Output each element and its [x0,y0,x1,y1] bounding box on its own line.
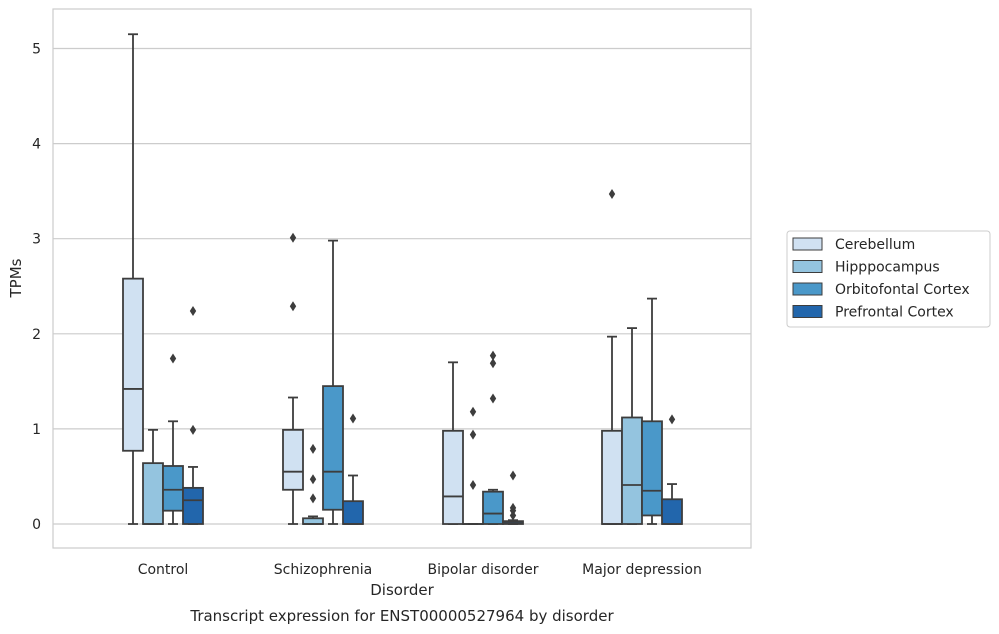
box-iqr [601,429,623,525]
box-iqr [142,462,164,525]
legend-frame [786,230,991,328]
legend-label: Cerebellum [835,237,915,253]
outlier-point [489,350,497,361]
x-tick-label: Major depression [582,562,702,578]
box-iqr [122,277,144,452]
box-iqr [162,465,184,512]
box-3-1 [342,413,364,525]
y-tick-label: 4 [32,137,41,153]
outlier-point [608,189,616,200]
box-iqr [282,428,304,491]
legend-swatch [792,237,823,251]
outlier-point [469,480,477,491]
figure-caption: Transcript expression for ENST0000052796… [189,607,614,625]
y-tick-label: 0 [32,517,41,533]
outlier-point [289,301,297,312]
box-0-1 [282,232,304,525]
box-2-2 [482,350,504,525]
y-tick-labels: 0 1 2 3 4 5 [32,42,41,534]
box-3-3 [661,414,683,525]
outlier-point [289,232,297,243]
outlier-point [509,502,517,513]
outlier-point [469,406,477,417]
box-iqr [482,490,504,525]
x-tick-labels: Control Schizophrenia Bipolar disorder Majo… [138,562,702,578]
legend-label: Orbitofontal Cortex [835,282,970,298]
x-axis-title: Disorder [370,581,434,599]
outlier-point [489,393,497,404]
legend-label: Prefrontal Cortex [835,305,954,321]
outlier-point [309,443,317,454]
plot-frame [52,8,752,549]
outlier-point [309,493,317,504]
box-2-1 [322,239,344,525]
legend-swatch [792,260,823,273]
box-3-0 [182,305,204,525]
box-1-3 [621,327,643,525]
box-1-2 [462,406,484,525]
box-0-3 [601,189,623,525]
x-tick-label: Control [138,562,189,578]
legend: Cerebellum Hipppocampus Orbitofontal Corte… [786,230,991,328]
box-iqr [442,429,464,525]
box-2-0 [162,353,184,525]
box-iqr [641,420,663,517]
box-3-2 [502,470,524,525]
plot-marks [122,33,683,525]
outlier-point [349,413,357,424]
outlier-point [469,429,477,440]
box-iqr [661,498,683,525]
box-1-1 [302,443,324,525]
box-iqr [322,385,344,511]
box-0-2 [442,361,464,525]
legend-swatch [792,305,823,318]
outlier-point [169,353,177,364]
y-tick-label: 2 [32,327,41,343]
box-1-0 [142,428,164,525]
y-tick-label: 3 [32,232,41,248]
y-tick-label: 5 [32,42,41,58]
outlier-point [309,474,317,485]
box-2-3 [641,297,663,525]
box-0-0 [122,33,144,525]
box-iqr [182,486,204,525]
y-tick-label: 1 [32,422,41,438]
y-axis-title: TPMs [7,258,25,298]
box-iqr [342,500,364,525]
outlier-point [189,424,197,435]
outlier-point [489,358,497,369]
outlier-point [189,305,197,316]
legend-swatch [792,282,823,296]
x-tick-label: Bipolar disorder [427,562,538,578]
x-tick-label: Schizophrenia [274,562,372,578]
outlier-point [668,414,676,425]
legend-label: Hipppocampus [835,260,940,276]
box-iqr [621,416,643,525]
outlier-point [509,470,517,481]
